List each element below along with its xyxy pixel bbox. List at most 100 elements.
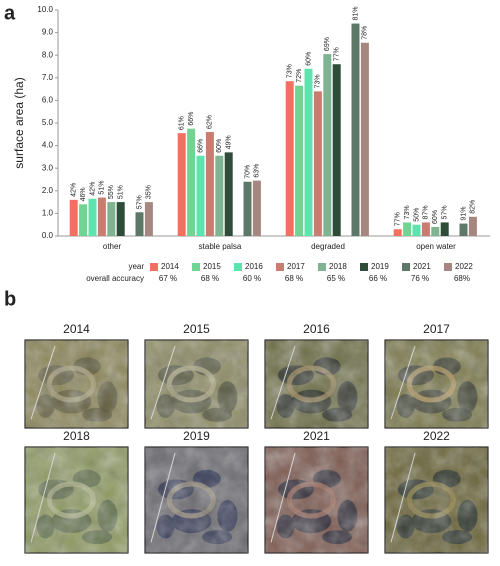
value-label: 42% bbox=[89, 182, 96, 196]
legend-label: 2015 bbox=[203, 262, 221, 271]
y-tick-label: 6.0 bbox=[42, 96, 54, 105]
value-label: 60% bbox=[305, 52, 312, 66]
bar bbox=[79, 204, 88, 236]
value-label: 63% bbox=[254, 164, 261, 178]
value-label: 77% bbox=[334, 47, 341, 61]
bar bbox=[135, 212, 144, 236]
texture bbox=[265, 340, 368, 428]
bar bbox=[403, 222, 412, 236]
accuracy-value: 68 % bbox=[285, 274, 303, 283]
bar bbox=[393, 229, 402, 236]
y-tick-label: 2.0 bbox=[42, 186, 54, 195]
accuracy-value: 65 % bbox=[327, 274, 345, 283]
bar bbox=[116, 202, 125, 236]
satellite-image bbox=[24, 446, 129, 554]
bar bbox=[304, 68, 313, 236]
y-tick-label: 5.0 bbox=[42, 118, 54, 127]
legend-swatch bbox=[318, 263, 326, 271]
value-label: 51% bbox=[118, 185, 125, 199]
value-label: 91% bbox=[460, 207, 467, 221]
satellite-image bbox=[264, 446, 369, 554]
texture bbox=[25, 447, 128, 553]
legend-label: 2018 bbox=[329, 262, 347, 271]
y-tick-label: 4.0 bbox=[42, 141, 54, 150]
bar bbox=[468, 216, 477, 236]
y-tick-label: 0.0 bbox=[42, 231, 54, 240]
accuracy-value: 76 % bbox=[411, 274, 429, 283]
texture bbox=[145, 447, 248, 553]
bar bbox=[295, 85, 304, 237]
value-label: 51% bbox=[99, 181, 106, 195]
satellite-image bbox=[384, 339, 489, 429]
accuracy-value: 68 % bbox=[201, 274, 219, 283]
value-label: 46% bbox=[80, 187, 87, 201]
value-label: 82% bbox=[470, 200, 477, 214]
legend-swatch bbox=[444, 263, 452, 271]
panel-label: a bbox=[4, 2, 16, 24]
accuracy-value: 68% bbox=[454, 274, 470, 283]
bar bbox=[313, 91, 322, 236]
value-label: 57% bbox=[136, 195, 143, 209]
y-tick-label: 10.0 bbox=[37, 5, 53, 14]
value-label: 60% bbox=[216, 139, 223, 153]
value-label: 62% bbox=[207, 115, 214, 129]
image-label: 2017 bbox=[423, 322, 450, 336]
value-label: 73% bbox=[315, 74, 322, 88]
legend-swatch bbox=[402, 263, 410, 271]
value-label: 42% bbox=[71, 183, 78, 197]
y-tick-label: 7.0 bbox=[42, 73, 54, 82]
y-tick-label: 3.0 bbox=[42, 163, 54, 172]
bar bbox=[431, 226, 440, 236]
bar bbox=[187, 128, 196, 236]
value-label: 77% bbox=[395, 212, 402, 226]
bar bbox=[285, 81, 294, 236]
value-label: 72% bbox=[296, 69, 303, 83]
bar bbox=[107, 202, 116, 236]
bar bbox=[412, 224, 421, 236]
bar bbox=[144, 202, 153, 236]
legend-swatch bbox=[276, 263, 284, 271]
satellite-image bbox=[24, 339, 129, 429]
image-label: 2022 bbox=[423, 429, 450, 443]
image-label: 2018 bbox=[63, 429, 90, 443]
texture bbox=[385, 447, 488, 553]
bar bbox=[332, 64, 341, 237]
bar bbox=[88, 198, 97, 236]
bar bbox=[243, 181, 252, 236]
value-label: 35% bbox=[146, 185, 153, 199]
satellite-image bbox=[384, 446, 489, 554]
bar bbox=[177, 133, 186, 236]
y-tick-label: 9.0 bbox=[42, 28, 54, 37]
image-label: 2016 bbox=[303, 322, 330, 336]
satellite-image bbox=[264, 339, 369, 429]
satellite-image bbox=[144, 339, 249, 429]
bar bbox=[224, 152, 233, 236]
accuracy-value: 66 % bbox=[369, 274, 387, 283]
x-tick-label: open water bbox=[416, 242, 456, 251]
legend-label: 2016 bbox=[245, 262, 263, 271]
panel-label: b bbox=[4, 288, 16, 310]
accuracy-value: 67 % bbox=[159, 274, 177, 283]
bar bbox=[97, 197, 106, 236]
bar bbox=[360, 42, 369, 236]
x-tick-label: degraded bbox=[311, 242, 345, 251]
accuracy-title: overall accuracy bbox=[86, 274, 144, 283]
value-label: 73% bbox=[404, 205, 411, 219]
value-label: 57% bbox=[442, 205, 449, 219]
y-tick-label: 8.0 bbox=[42, 50, 54, 59]
bar bbox=[252, 180, 261, 236]
bar bbox=[323, 54, 332, 236]
texture bbox=[385, 340, 488, 428]
bar bbox=[215, 155, 224, 236]
value-label: 49% bbox=[226, 135, 233, 149]
texture bbox=[145, 340, 248, 428]
legend-label: 2019 bbox=[371, 262, 389, 271]
bar bbox=[421, 222, 430, 236]
value-label: 66% bbox=[197, 139, 204, 153]
value-label: 81% bbox=[352, 7, 359, 21]
x-tick-label: stable palsa bbox=[199, 242, 242, 251]
texture bbox=[25, 340, 128, 428]
satellite-image bbox=[144, 446, 249, 554]
image-label: 2021 bbox=[303, 429, 330, 443]
bar bbox=[196, 155, 205, 236]
